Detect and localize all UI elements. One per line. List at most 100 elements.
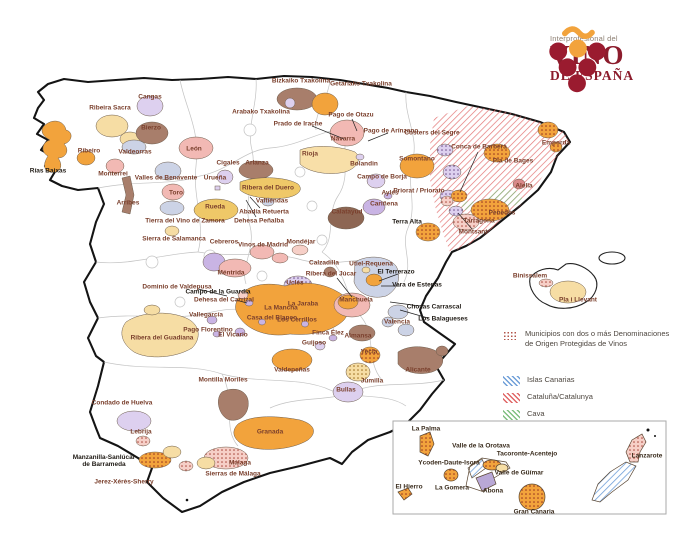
region-valencia-3 — [381, 316, 395, 328]
legend-catalunya-text: Cataluña/Catalunya — [527, 392, 593, 402]
region-alicante-2 — [435, 345, 449, 357]
menorca-outline — [598, 251, 626, 265]
island-la-palma — [419, 431, 435, 457]
legend-islas-canarias-text: Islas Canarias — [527, 375, 575, 385]
legend-islas-canarias: Islas Canarias — [503, 375, 698, 387]
region-emporda-2 — [549, 141, 563, 153]
region-vinos-de-madrid-2 — [271, 252, 289, 264]
region-pago-florentino — [212, 330, 222, 338]
region-uruena — [214, 185, 221, 191]
region-sierras-de-malaga — [196, 456, 216, 470]
region-bizkaiko-txakolina — [276, 87, 318, 111]
region-manzanilla-jerez — [138, 451, 172, 469]
region-bierzo — [135, 121, 169, 145]
region-montilla-moriles — [218, 389, 249, 421]
region-leon — [178, 136, 214, 160]
grapes-icon — [549, 26, 606, 93]
region-granada — [233, 416, 314, 450]
region-alella — [512, 178, 526, 190]
region-valencia — [387, 304, 409, 320]
isla-de-alboran — [185, 498, 189, 502]
canary-islands-inset — [392, 420, 667, 515]
green-hatch-swatch-icon — [503, 410, 520, 421]
legend-catalunya: Cataluña/Catalunya — [503, 392, 698, 404]
region-jerez-pink — [178, 460, 194, 472]
region-vallegarcia — [206, 315, 218, 325]
region-casa-del-blanco — [258, 318, 266, 326]
region-getariako-txakolina — [311, 92, 339, 116]
region-ribera-del-guadiana-2 — [143, 304, 161, 316]
region-navarra — [329, 119, 365, 147]
region-pla-i-llevant — [549, 280, 587, 304]
region-guijoso — [314, 341, 326, 351]
region-terra-alta — [415, 222, 441, 242]
region-utiel-pagos-2 — [361, 266, 371, 274]
region-manchuela — [337, 294, 359, 310]
region-dehesa-del-carrizal — [244, 299, 254, 307]
region-rioja — [299, 146, 359, 174]
region-mondejar — [291, 244, 309, 256]
region-bullas — [332, 381, 364, 403]
vino-de-espana-logo: Interprofesional del VINO DE ESPAÑA — [546, 20, 698, 98]
region-jerez-yellow — [162, 445, 182, 459]
region-toro — [161, 183, 185, 201]
legend-multi-do-text: Municipios con dos o más Denominaciones … — [525, 329, 670, 349]
region-la-mancha — [235, 282, 350, 336]
region-binissalem — [538, 278, 554, 288]
region-somontano — [399, 153, 435, 179]
region-el-vicario — [234, 327, 246, 337]
region-ribeiro — [76, 150, 96, 166]
region-valles-de-benavente — [154, 161, 182, 181]
region-pla-de-bages — [483, 143, 511, 163]
region-ayles — [383, 192, 393, 200]
region-bolandin — [355, 153, 365, 161]
region-shapes — [41, 87, 563, 502]
legend-cava: Cava — [503, 409, 698, 421]
region-jumilla — [345, 362, 371, 382]
region-los-cerrillos — [301, 320, 309, 328]
island-el-hierro — [397, 487, 413, 501]
region-arribes — [121, 175, 135, 215]
island-gran-canaria — [518, 483, 546, 511]
legend-multi-do: Municipios con dos o más Denominaciones … — [503, 329, 698, 349]
region-ribera-del-duero — [239, 177, 301, 199]
dotted-swatch-icon — [503, 331, 518, 340]
region-monterrei — [105, 158, 125, 174]
region-costers-del-segre — [436, 143, 454, 157]
region-ribera-del-guadiana — [121, 312, 199, 358]
region-yecla — [359, 346, 381, 364]
region-campo-de-borja — [366, 173, 386, 189]
region-almansa — [348, 324, 376, 342]
region-tierra-del-vino-de-zamora — [159, 200, 185, 216]
region-ribeira-sacra — [95, 114, 129, 138]
region-montsant — [448, 205, 464, 217]
region-emporda — [537, 121, 559, 139]
region-arabako-txakolina — [284, 97, 296, 109]
region-vinos-de-madrid — [249, 244, 275, 260]
region-priorat — [440, 195, 454, 207]
tenerife-abona — [475, 471, 497, 492]
region-mentrida — [218, 258, 252, 278]
tenerife-guimar — [495, 463, 509, 473]
region-carinena — [362, 198, 386, 216]
region-cangas — [136, 95, 164, 117]
island-fuerteventura — [591, 461, 637, 503]
region-costers-del-segre-2 — [442, 164, 462, 180]
region-calatayud — [327, 206, 365, 230]
region-conca-de-barbera — [450, 189, 468, 203]
region-arlanza — [238, 160, 274, 180]
region-sierra-de-salamanca — [164, 225, 180, 237]
region-utiel-pagos — [365, 273, 383, 287]
region-lebrija — [135, 435, 151, 447]
region-campo-de-la-guardia — [237, 290, 249, 300]
region-calzadilla — [323, 266, 337, 278]
island-lanzarote — [625, 433, 647, 463]
region-rias-baixas — [41, 120, 72, 173]
region-valencia-2 — [397, 323, 415, 337]
region-cigales — [216, 169, 234, 185]
legend-cava-text: Cava — [527, 409, 545, 419]
region-valtiendas — [261, 197, 275, 207]
region-valdeorras — [121, 139, 147, 155]
red-hatch-swatch-icon — [503, 393, 520, 404]
